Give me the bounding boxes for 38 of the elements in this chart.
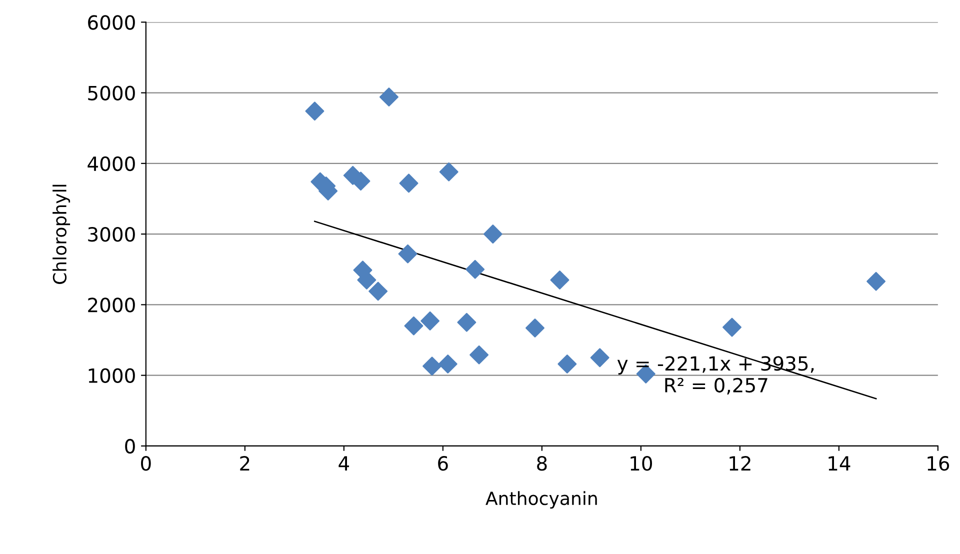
- point: [466, 260, 485, 279]
- y-tick-label: 4000: [88, 156, 135, 172]
- x-tick-label: 16: [928, 456, 950, 471]
- point: [439, 162, 458, 182]
- point: [866, 272, 886, 291]
- point: [438, 354, 458, 374]
- point: [483, 224, 502, 244]
- y-tick-label: 6000: [88, 15, 135, 30]
- x-tick-label: 4: [338, 456, 350, 470]
- x-axis-title: Anthocyanin: [486, 491, 597, 509]
- point: [558, 354, 577, 374]
- y-tick-label: 3000: [88, 227, 135, 242]
- x-tick-label: 0: [141, 456, 151, 471]
- y-tick-label: 0: [125, 438, 135, 454]
- point: [368, 282, 388, 301]
- x-tick-label: 6: [438, 456, 448, 471]
- point: [379, 88, 398, 107]
- x-tick-label: 14: [828, 456, 850, 470]
- y-tick-label: 1000: [88, 368, 135, 383]
- y-tick-label: 5000: [88, 86, 135, 100]
- x-tick-label: 2: [240, 456, 250, 470]
- y-tick-label: 2000: [88, 298, 135, 312]
- x-tick-label: 8: [537, 456, 547, 471]
- point: [722, 318, 742, 337]
- point: [457, 312, 476, 332]
- point: [422, 356, 442, 376]
- point: [404, 316, 424, 336]
- point: [470, 345, 489, 364]
- point: [399, 174, 418, 193]
- point: [398, 244, 418, 264]
- point: [550, 270, 570, 290]
- point: [420, 311, 440, 330]
- point: [590, 348, 610, 368]
- point: [305, 102, 324, 121]
- point: [526, 318, 544, 338]
- y-axis-title: Chlorophyll: [52, 184, 70, 284]
- x-tick-label: 10: [630, 456, 652, 471]
- x-tick-label: 12: [730, 456, 750, 470]
